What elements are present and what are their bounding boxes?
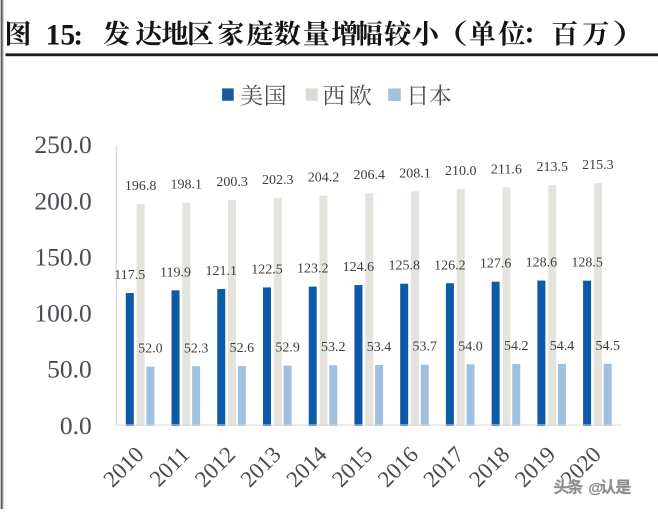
svg-text:119.9: 119.9 <box>160 265 191 280</box>
svg-text:128.5: 128.5 <box>571 256 603 271</box>
svg-text:@: @ <box>588 480 603 497</box>
svg-text:15: 15 <box>46 20 75 52</box>
svg-text:54.0: 54.0 <box>458 339 483 354</box>
svg-text:50.0: 50.0 <box>47 355 92 384</box>
svg-text:250.0: 250.0 <box>34 130 91 159</box>
svg-text:54.5: 54.5 <box>595 339 620 354</box>
svg-text:204.2: 204.2 <box>308 171 340 186</box>
svg-text:213.5: 213.5 <box>536 160 568 175</box>
svg-text:52.6: 52.6 <box>230 341 255 356</box>
svg-text:54.4: 54.4 <box>550 339 575 354</box>
svg-text:125.8: 125.8 <box>388 259 420 274</box>
svg-text:121.1: 121.1 <box>206 264 238 279</box>
svg-text:53.2: 53.2 <box>321 340 346 355</box>
svg-text:117.5: 117.5 <box>114 268 145 283</box>
svg-text:52.0: 52.0 <box>138 342 163 357</box>
svg-text::: : <box>73 20 83 52</box>
svg-text:126.2: 126.2 <box>434 258 466 273</box>
svg-text:211.6: 211.6 <box>491 162 522 177</box>
svg-text:128.6: 128.6 <box>526 256 558 271</box>
svg-text:208.1: 208.1 <box>399 166 431 181</box>
svg-text:54.2: 54.2 <box>504 339 529 354</box>
svg-text:215.3: 215.3 <box>582 158 614 173</box>
svg-text:0.0: 0.0 <box>60 411 92 440</box>
svg-text:122.5: 122.5 <box>251 262 283 277</box>
svg-text:202.3: 202.3 <box>262 173 294 188</box>
svg-text:206.4: 206.4 <box>353 168 385 183</box>
svg-text:123.2: 123.2 <box>297 262 329 277</box>
svg-text:53.4: 53.4 <box>367 340 392 355</box>
svg-text:52.3: 52.3 <box>184 341 209 356</box>
svg-text:198.1: 198.1 <box>171 178 203 193</box>
svg-text:52.9: 52.9 <box>275 341 300 356</box>
svg-text:100.0: 100.0 <box>34 299 91 328</box>
svg-text:127.6: 127.6 <box>480 257 512 272</box>
svg-text:200.3: 200.3 <box>216 175 248 190</box>
svg-text:53.7: 53.7 <box>413 340 438 355</box>
svg-text:150.0: 150.0 <box>34 242 91 271</box>
svg-text:196.8: 196.8 <box>125 179 157 194</box>
svg-text:210.0: 210.0 <box>445 164 477 179</box>
svg-text:124.6: 124.6 <box>343 260 375 275</box>
svg-text:200.0: 200.0 <box>34 186 91 215</box>
